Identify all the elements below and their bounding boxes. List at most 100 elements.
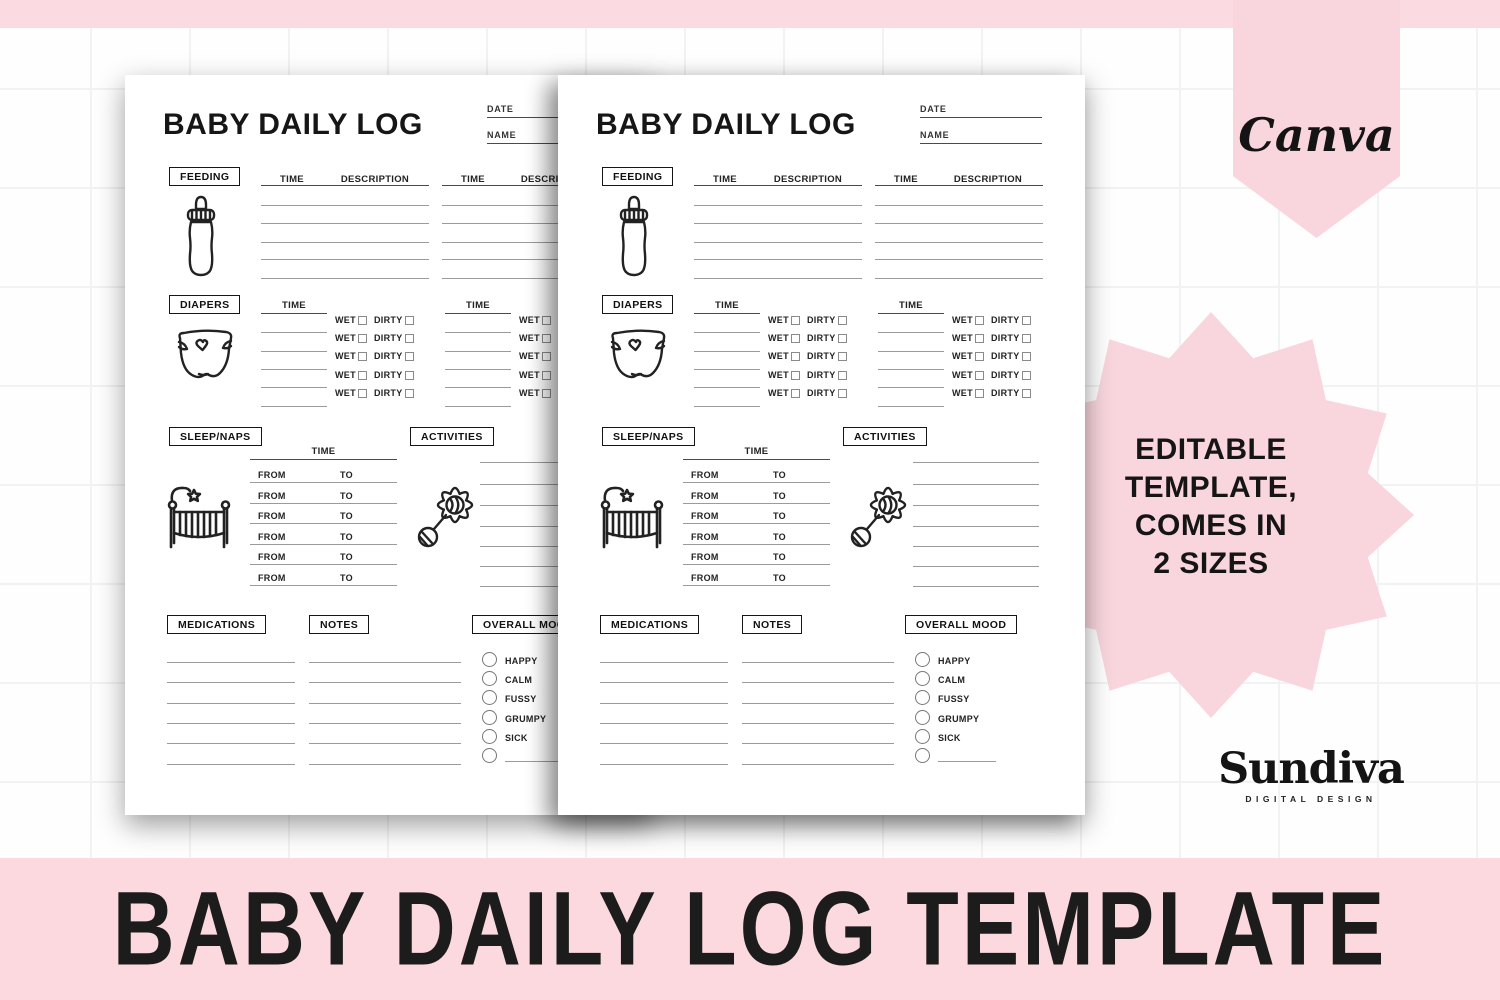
wet-checkbox[interactable] [542, 334, 551, 343]
notes-write-line [309, 682, 461, 683]
wet-checkbox[interactable] [975, 352, 984, 361]
dirty-checkbox[interactable] [405, 371, 414, 380]
sleep-row-line [250, 564, 397, 565]
wet-checkbox[interactable] [975, 334, 984, 343]
wet-checkbox[interactable] [358, 316, 367, 325]
dirty-checkbox[interactable] [1022, 334, 1031, 343]
dirty-label: DIRTY [991, 370, 1020, 380]
wet-checkbox[interactable] [358, 371, 367, 380]
diapers-time-header-1: TIME [282, 300, 306, 311]
to-label: TO [340, 511, 353, 521]
notes-write-line [309, 723, 461, 724]
dirty-checkbox[interactable] [405, 316, 414, 325]
diapers-time-header-2: TIME [899, 300, 923, 311]
dirty-checkbox[interactable] [1022, 389, 1031, 398]
dirty-checkbox[interactable] [1022, 371, 1031, 380]
sleep-row-line [250, 585, 397, 586]
activities-write-line [913, 462, 1039, 463]
feeding-write-line [694, 242, 862, 243]
feeding-description-header-1: DESCRIPTION [340, 174, 410, 185]
dirty-checkbox[interactable] [838, 371, 847, 380]
sleep-row-line [250, 503, 397, 504]
mood-option-label: SICK [938, 733, 961, 743]
wet-checkbox[interactable] [542, 316, 551, 325]
sleep-row-line [683, 503, 830, 504]
activities-write-line [480, 462, 606, 463]
wet-checkbox[interactable] [358, 352, 367, 361]
activities-write-line [913, 566, 1039, 567]
wet-checkbox[interactable] [975, 316, 984, 325]
feeding-header-rule-2 [442, 185, 610, 186]
wet-label: WET [519, 315, 540, 325]
wet-checkbox[interactable] [358, 389, 367, 398]
feeding-write-line [694, 278, 862, 279]
dirty-checkbox[interactable] [838, 389, 847, 398]
feeding-write-line [442, 259, 610, 260]
diapers-time-line [694, 351, 760, 352]
wet-checkbox[interactable] [791, 316, 800, 325]
to-label: TO [773, 532, 786, 542]
from-label: FROM [691, 491, 719, 501]
feeding-write-line [261, 205, 429, 206]
mood-radio-sick[interactable] [915, 729, 930, 744]
dirty-label: DIRTY [807, 333, 836, 343]
diapers-time-header-2: TIME [466, 300, 490, 311]
wet-checkbox[interactable] [542, 389, 551, 398]
starburst-line: COMES IN [1134, 509, 1288, 542]
activities-write-line [913, 546, 1039, 547]
mood-radio-fussy[interactable] [915, 690, 930, 705]
brand-logo: Sundiva DIGITAL DESIGN [1205, 748, 1417, 805]
diapers-badge: DIAPERS [602, 295, 674, 314]
feeding-description-header-2: DESCRIPTION [953, 174, 1023, 185]
medications-write-line [167, 743, 295, 744]
brand-tagline: DIGITAL DESIGN [1245, 794, 1377, 804]
dirty-checkbox[interactable] [405, 352, 414, 361]
wet-checkbox[interactable] [791, 334, 800, 343]
dirty-checkbox[interactable] [405, 389, 414, 398]
baby-bottle-icon [612, 194, 656, 278]
activities-write-line [480, 566, 606, 567]
wet-checkbox[interactable] [358, 334, 367, 343]
sleep-header-rule [683, 459, 830, 460]
mood-radio-grumpy[interactable] [482, 710, 497, 725]
mood-other-write-line [505, 761, 563, 762]
mood-radio-calm[interactable] [915, 671, 930, 686]
notes-write-line [309, 662, 461, 663]
feeding-time-header-1: TIME [713, 174, 737, 185]
wet-label: WET [952, 351, 973, 361]
wet-checkbox[interactable] [542, 352, 551, 361]
dirty-checkbox[interactable] [1022, 352, 1031, 361]
mood-option-label: GRUMPY [505, 714, 547, 724]
mood-radio-calm[interactable] [482, 671, 497, 686]
wet-checkbox[interactable] [791, 352, 800, 361]
dirty-checkbox[interactable] [405, 334, 414, 343]
feeding-header-rule-1 [694, 185, 862, 186]
diapers-time-line [878, 351, 944, 352]
diaper-icon [171, 329, 239, 385]
feeding-header-rule-1 [261, 185, 429, 186]
dirty-checkbox[interactable] [1022, 316, 1031, 325]
dirty-label: DIRTY [991, 388, 1020, 398]
dirty-checkbox[interactable] [838, 352, 847, 361]
dirty-checkbox[interactable] [838, 334, 847, 343]
wet-checkbox[interactable] [791, 371, 800, 380]
mood-radio-other[interactable] [915, 748, 930, 763]
mood-radio-happy[interactable] [482, 652, 497, 667]
name-line [920, 143, 1042, 144]
wet-checkbox[interactable] [975, 389, 984, 398]
wet-label: WET [768, 388, 789, 398]
mood-radio-sick[interactable] [482, 729, 497, 744]
mood-radio-other[interactable] [482, 748, 497, 763]
wet-checkbox[interactable] [791, 389, 800, 398]
mood-radio-fussy[interactable] [482, 690, 497, 705]
dirty-checkbox[interactable] [838, 316, 847, 325]
notes-write-line [742, 662, 894, 663]
wet-checkbox[interactable] [975, 371, 984, 380]
mood-radio-grumpy[interactable] [915, 710, 930, 725]
sleep-row-line [250, 544, 397, 545]
wet-checkbox[interactable] [542, 371, 551, 380]
diapers-header-rule-2 [878, 313, 944, 314]
mood-radio-happy[interactable] [915, 652, 930, 667]
date-line [920, 117, 1042, 118]
diapers-time-line [878, 332, 944, 333]
